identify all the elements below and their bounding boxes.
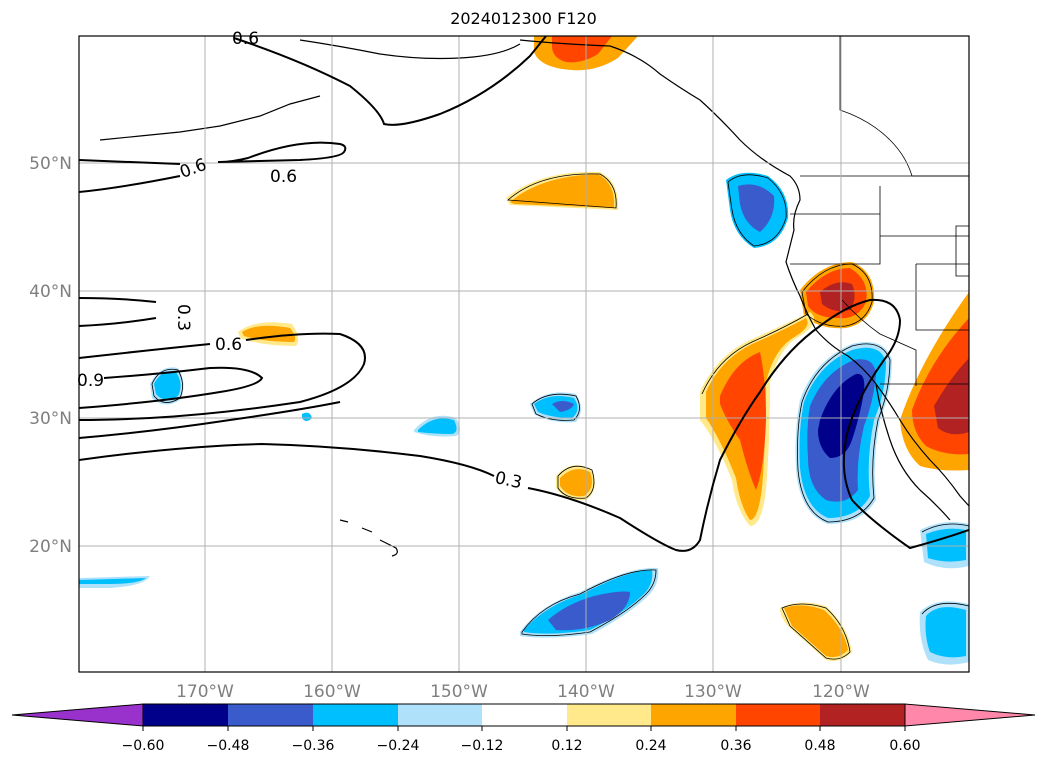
colorbar-segment	[482, 704, 567, 726]
anomaly-fills	[79, 36, 969, 665]
fill-outline-contours	[151, 173, 969, 660]
latitude-labels: 50°N 40°N 30°N 20°N	[29, 154, 72, 557]
lon-label-160w: 160°W	[303, 682, 361, 702]
lon-label-150w: 150°W	[430, 682, 488, 702]
colorbar-tick-labels: −0.60 −0.48 −0.36 −0.24 −0.12 0.12 0.24 …	[122, 738, 921, 754]
colorbar-segment	[736, 704, 820, 726]
colorbar-tick-label: 0.36	[720, 738, 751, 754]
fill-pacific-nw-negative	[726, 172, 789, 248]
lon-label-120w: 120°W	[812, 682, 870, 702]
colorbar: −0.60 −0.48 −0.36 −0.24 −0.12 0.12 0.24 …	[11, 703, 1036, 754]
contour-label: 0.6	[270, 167, 297, 187]
fill-tropical-negative	[520, 567, 659, 638]
graticule	[79, 36, 969, 672]
colorbar-tick-label: −0.48	[207, 738, 250, 754]
colorbar-over-triangle	[904, 703, 1036, 727]
contour-label: 0.6	[232, 29, 259, 49]
fill-tropical-positive	[780, 602, 852, 661]
lat-label-50n: 50°N	[29, 154, 72, 174]
fill-north-pacific-positive	[506, 171, 619, 210]
contour-labels: 0.6 0.6 0.6 0.3 0.9 0.3 0.6	[77, 29, 524, 493]
coastlines	[99, 39, 969, 557]
map-frame	[78, 35, 970, 673]
fill-subtropical-positive-band	[700, 312, 815, 526]
colorbar-segment	[313, 704, 398, 726]
colorbar-segment	[398, 704, 482, 726]
fill-southwest-us-positive	[900, 292, 969, 471]
political-borders	[790, 36, 969, 386]
map-area	[79, 36, 969, 672]
contour-label: 0.3	[173, 304, 193, 331]
colorbar-segment	[651, 704, 736, 726]
lon-label-170w: 170°W	[176, 682, 234, 702]
lat-label-30n: 30°N	[29, 409, 72, 429]
colorbar-tick-label: −0.12	[461, 738, 504, 754]
lon-label-140w: 140°W	[557, 682, 615, 702]
colorbar-tick-label: 0.48	[804, 738, 835, 754]
longitude-labels: 170°W 160°W 150°W 140°W 130°W 120°W	[176, 682, 870, 702]
colorbar-segment	[228, 704, 313, 726]
colorbar-tick-label: 0.60	[889, 738, 920, 754]
colorbar-segment	[820, 704, 905, 726]
colorbar-under-triangle	[11, 703, 144, 727]
colorbar-segment	[143, 704, 228, 726]
colorbar-tick-label: 0.24	[635, 738, 666, 754]
colorbar-tick-label: −0.36	[292, 738, 335, 754]
colorbar-tick-label: −0.24	[377, 738, 420, 754]
fill-baja-negative	[795, 342, 892, 524]
bold-contours	[79, 36, 969, 552]
lat-label-20n: 20°N	[29, 537, 72, 557]
colorbar-segment	[567, 704, 651, 726]
contour-label: 0.9	[77, 371, 104, 391]
lat-label-40n: 40°N	[29, 282, 72, 302]
colorbar-ticks	[142, 726, 906, 731]
contour-label: 0.6	[215, 335, 242, 355]
colorbar-tick-label: 0.12	[551, 738, 582, 754]
lon-label-130w: 130°W	[684, 682, 742, 702]
fill-mexico-negatives	[919, 522, 969, 665]
map-title: 2024012300 F120	[450, 9, 597, 28]
colorbar-frame	[142, 703, 906, 727]
colorbar-tick-label: −0.60	[122, 738, 165, 754]
